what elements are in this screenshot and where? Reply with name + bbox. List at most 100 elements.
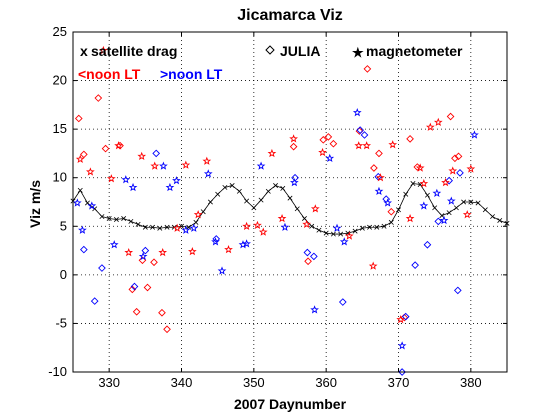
magnetometer-point (202, 156, 212, 165)
satellite-drag-point (316, 227, 322, 233)
julia-point (445, 176, 453, 185)
satellite-drag-point (207, 199, 213, 205)
satellite-drag-point (222, 184, 228, 190)
magnetometer-point (396, 314, 406, 324)
x-tick-label: 340 (171, 375, 193, 390)
magnetometer-point (310, 305, 319, 314)
julia-point (387, 207, 396, 216)
magnetometer-point (114, 141, 123, 150)
magnetometer-point (86, 167, 95, 176)
julia-point (152, 149, 161, 158)
satellite-drag-point (193, 219, 199, 225)
satellite-drag-point (301, 216, 307, 221)
satellite-drag-point (424, 192, 430, 198)
satellite-drag-point (475, 200, 481, 206)
satellite-drag-point (280, 185, 286, 191)
satellite-drag-point (128, 218, 134, 224)
magnetometer-point (289, 134, 298, 143)
magnetometer-point (374, 186, 384, 196)
satellite-drag-point (439, 213, 445, 219)
julia-point (310, 252, 318, 261)
magnetometer-point (99, 45, 108, 55)
magnetometer-point (439, 215, 449, 225)
magnetometer-point (242, 221, 251, 230)
legend-note-before-noon: <noon LT (78, 66, 141, 82)
satellite-drag-point (244, 198, 250, 204)
x-tick-label: 350 (243, 375, 265, 390)
magnetometer-point (203, 169, 213, 178)
satellite-drag-point (359, 225, 365, 231)
legend-label-magnetometer: magnetometer (366, 43, 463, 59)
satellite-drag-point (468, 199, 474, 205)
magnetometer-point (280, 222, 290, 231)
satellite-drag-point (367, 224, 373, 230)
magnetometer-point (419, 178, 429, 188)
satellite-drag-point (330, 231, 336, 237)
x-tick-label: 370 (388, 375, 410, 390)
axis-ticks: 330 340 350 360 370 380 -10 -5 0 5 10 15 20 25 (48, 24, 507, 390)
magnetometer-point (415, 163, 425, 172)
x-axis-label: 2007 Daynumber (234, 396, 347, 412)
julia-point (128, 285, 137, 294)
magnetometer-point (448, 166, 458, 175)
legend-entry-julia: JULIA (265, 43, 320, 59)
julia-point (141, 246, 150, 255)
julia-point (398, 368, 406, 376)
magnetometer-point (211, 237, 220, 246)
julia-point (338, 298, 347, 306)
satellite-drag-point (99, 214, 105, 220)
satellite-drag-point (388, 219, 394, 225)
magnetometer-point (354, 141, 364, 150)
satellite-drag-point (265, 188, 271, 194)
magnetometer-point (256, 161, 266, 170)
satellite-drag-point (374, 224, 380, 230)
y-tick-label: 10 (53, 170, 67, 185)
series-satellite-drag (70, 181, 510, 237)
satellite-drag-point (287, 195, 293, 201)
series-julia-noon-lt (80, 126, 464, 376)
julia-point (101, 144, 110, 153)
magnetometer-point (75, 154, 85, 163)
satellite-drag-point (164, 224, 170, 230)
magnetometer-point (352, 108, 362, 117)
satellite-drag-point (121, 216, 127, 221)
julia-point (158, 308, 166, 317)
satellite-drag-point (215, 191, 221, 197)
julia-point (434, 217, 443, 226)
x-tick-label: 380 (460, 375, 482, 390)
satellite-drag-point (135, 221, 141, 227)
magnetometer-point (441, 178, 450, 187)
julia-point (423, 240, 432, 249)
satellite-drag-point (381, 223, 387, 229)
magnetometer-point (368, 261, 378, 270)
magnetometer-point (344, 231, 354, 240)
magnetometer-point (310, 204, 320, 213)
magnetometer-point (419, 201, 429, 210)
magnetometer-point (325, 153, 335, 162)
magnetometer-point (388, 140, 398, 149)
satellite-drag-point (236, 188, 242, 194)
x-marker-icon: x (80, 43, 88, 59)
legend-entry-satellite-drag: x satellite drag (80, 43, 177, 59)
magnetometer-point (433, 117, 443, 127)
magnetometer-point (238, 240, 248, 249)
satellite-drag-point (453, 205, 459, 211)
magnetometer-point (432, 188, 442, 197)
y-tick-label: 15 (53, 121, 67, 136)
y-tick-label: 20 (53, 73, 67, 88)
satellite-drag-point (106, 216, 112, 221)
julia-point (74, 114, 83, 123)
magnetometer-point (405, 213, 415, 223)
magnetometer-point (332, 223, 342, 232)
y-tick-label: 25 (53, 24, 67, 39)
magnetometer-point (289, 177, 299, 187)
magnetometer-point (72, 198, 82, 207)
julia-point (303, 248, 312, 257)
satellite-drag-point (497, 217, 503, 223)
julia-point (304, 257, 312, 266)
y-tick-label: -5 (55, 315, 67, 330)
magnetometer-point (106, 174, 116, 183)
magnetometer-point (159, 161, 168, 170)
magnetometer-point (181, 160, 191, 169)
satellite-drag-point (309, 223, 315, 229)
